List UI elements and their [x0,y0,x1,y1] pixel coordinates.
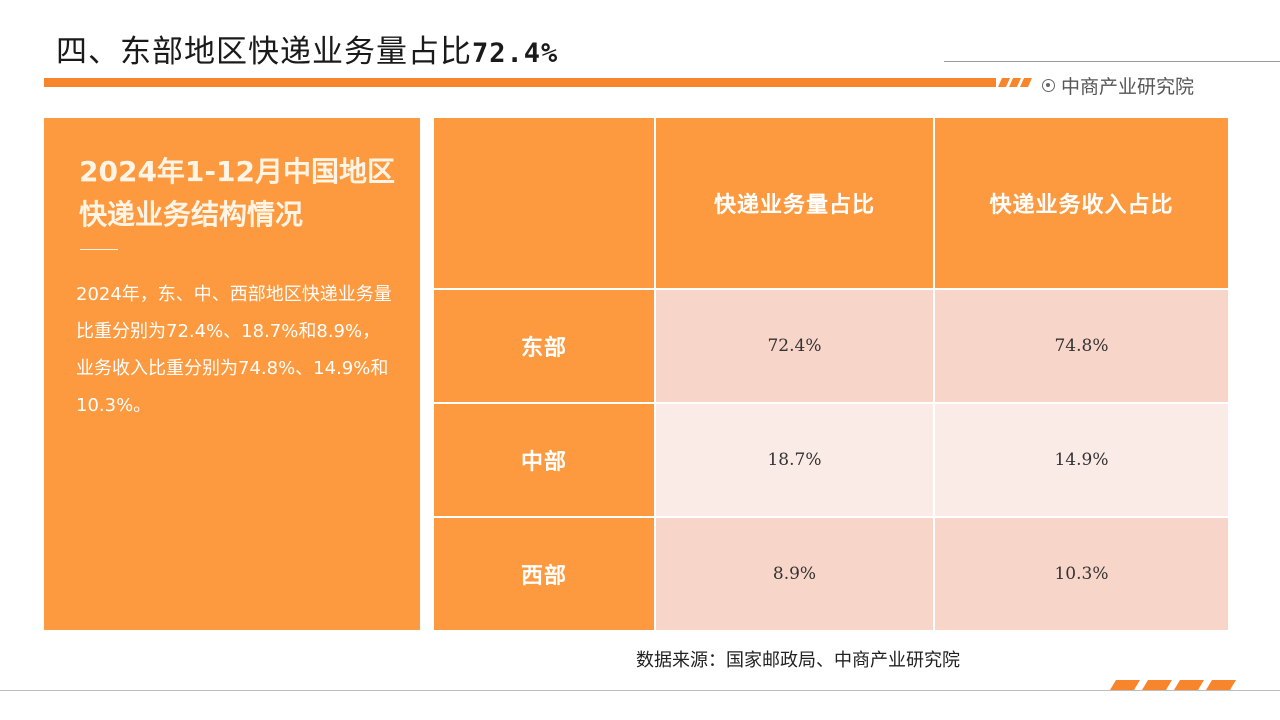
share-table: 快递业务量占比 快递业务收入占比 东部 72.4% 74.8% 中部 18.7%… [434,118,1228,630]
header-divider-line [944,61,1280,62]
page-title: 四、东部地区快递业务量占比72.4% [56,26,558,71]
summary-card: 2024年1-12月中国地区快递业务结构情况 2024年，东、中、西部地区快递业… [44,118,420,630]
table-header-corner [434,118,654,288]
table-cell-west-volume: 8.9% [656,518,933,630]
page-title-text: 四、东部地区快递业务量占比 [56,34,472,70]
table-row-label-east: 东部 [434,290,654,402]
brand-name: 中商产业研究院 [1061,76,1195,98]
header-stripes-decoration [998,78,1032,87]
summary-body: 2024年，东、中、西部地区快递业务量比重分别为72.4%、18.7%和8.9%… [76,284,392,416]
table-header-revenue: 快递业务收入占比 [935,118,1228,288]
page-title-number: 72.4% [472,38,559,69]
data-source-note: 数据来源：国家邮政局、中商产业研究院 [636,650,960,671]
table-row-label-west: 西部 [434,518,654,630]
table-header-volume: 快递业务量占比 [656,118,933,288]
header-accent-bar [44,78,996,87]
table-cell-east-revenue: 74.8% [935,290,1228,402]
table-cell-central-volume: 18.7% [656,404,933,516]
table-cell-east-volume: 72.4% [656,290,933,402]
table-cell-central-revenue: 14.9% [935,404,1228,516]
summary-heading: 2024年1-12月中国地区快递业务结构情况 [79,155,395,231]
summary-divider [80,249,118,250]
table-cell-west-revenue: 10.3% [935,518,1228,630]
target-icon [1042,79,1055,92]
brand-label: 中商产业研究院 [1042,72,1194,99]
table-row-label-central: 中部 [434,404,654,516]
footer-stripes-decoration [1110,680,1236,690]
footer-divider-line [0,690,1280,691]
